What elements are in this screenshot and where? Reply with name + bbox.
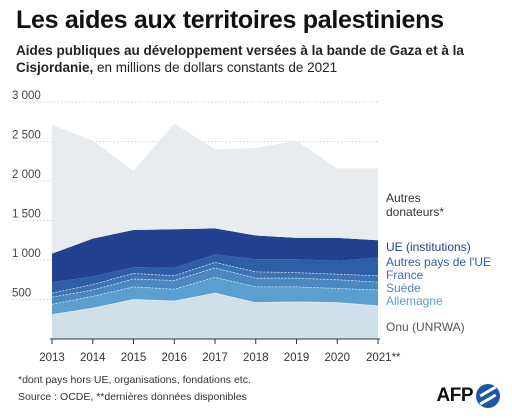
- label-autres-pays-ue: Autres pays de l'UE: [386, 255, 491, 269]
- label-autres-donateurs-line1: Autres: [386, 191, 421, 205]
- divider-france: [51, 261, 379, 294]
- x-axis: 2013 2014 2015 2016 2017 2018 2019 2020 2021**: [39, 338, 401, 364]
- area-ue_institutions: [52, 228, 378, 283]
- x-tick-label: 2020: [324, 352, 350, 364]
- x-tick-label: 2016: [161, 352, 187, 364]
- label-suede: Suède: [386, 281, 421, 295]
- y-tick-label: 1 000: [12, 248, 41, 260]
- footnote: *dont pays hors UE, organisations, fonda…: [18, 374, 251, 386]
- chart-title: Les aides aux territoires palestiniens: [16, 6, 444, 34]
- afp-logo: AFP: [436, 384, 500, 408]
- subtitle-bold: Aides publiques au développement versées…: [16, 43, 464, 75]
- y-tick-label: 500: [12, 288, 31, 300]
- y-tick-label: 3 000: [12, 90, 41, 102]
- area-onu: [52, 293, 378, 339]
- divider-suede: [51, 267, 379, 298]
- x-tick-label: 2019: [284, 352, 310, 364]
- x-tick-label: 2013: [39, 352, 65, 364]
- x-tick-label: 2015: [121, 352, 147, 364]
- x-tick-label: 2014: [80, 352, 106, 364]
- series-dividers: [51, 261, 379, 315]
- area-layer: [52, 123, 378, 339]
- label-allemagne: Allemagne: [386, 294, 443, 308]
- area-autres_ue: [52, 254, 378, 294]
- label-france: France: [386, 268, 424, 282]
- area-france: [52, 262, 378, 298]
- divider-onu: [51, 292, 379, 315]
- source-note: Source : OCDE, **dernières données dispo…: [18, 391, 247, 403]
- label-autres-donateurs-line2: donateurs*: [386, 205, 444, 219]
- afp-logo-icon: [476, 384, 500, 408]
- y-axis: 500 1 000 1 500 2 000 2 500 3 000: [12, 90, 41, 300]
- area-allemagne: [52, 277, 378, 315]
- x-tick-label: 2017: [202, 352, 228, 364]
- y-tick-label: 1 500: [12, 209, 41, 221]
- x-tick-label: 2021**: [366, 352, 401, 364]
- label-ue-institutions: UE (institutions): [386, 240, 471, 254]
- x-tick-label: 2018: [243, 352, 269, 364]
- y-tick-label: 2 500: [12, 130, 41, 142]
- afp-logo-text: AFP: [436, 385, 474, 406]
- chart-subtitle: Aides publiques au développement versées…: [16, 42, 506, 76]
- area-suede: [52, 267, 378, 305]
- area-autres_donateurs: [52, 123, 378, 254]
- label-onu: Onu (UNRWA): [386, 320, 465, 334]
- subtitle-rest: en millions de dollars constants de 2021: [93, 60, 338, 75]
- y-tick-label: 2 000: [12, 169, 41, 181]
